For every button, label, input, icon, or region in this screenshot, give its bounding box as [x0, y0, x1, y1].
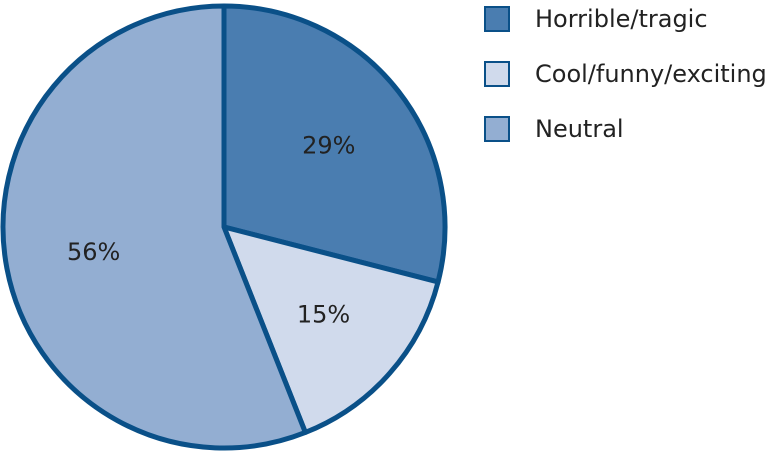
- legend-label: Cool/funny/exciting: [535, 60, 767, 88]
- legend-label: Neutral: [535, 115, 624, 143]
- pie-slice-horrible-tragic: [221, 3, 448, 285]
- legend-swatch: [484, 6, 510, 32]
- slice-label-horrible-tragic: 29%: [302, 132, 355, 160]
- pie-slice-cool-funny-exciting: [221, 224, 441, 435]
- legend-item: Horrible/tragic: [484, 5, 708, 33]
- pie-slice-neutral: [0, 3, 308, 451]
- legend: Horrible/tragic Cool/funny/exciting Neutra…: [484, 5, 767, 143]
- legend-label: Horrible/tragic: [535, 5, 708, 33]
- legend-item: Cool/funny/exciting: [484, 60, 767, 88]
- slice-label-neutral: 56%: [67, 238, 120, 266]
- legend-item: Neutral: [484, 115, 624, 143]
- slice-label-cool-funny-exciting: 15%: [297, 301, 350, 329]
- pie-slices: [0, 3, 448, 451]
- legend-swatch: [484, 61, 510, 87]
- pie-labels: 29% 15% 56%: [67, 132, 355, 329]
- legend-swatch: [484, 116, 510, 142]
